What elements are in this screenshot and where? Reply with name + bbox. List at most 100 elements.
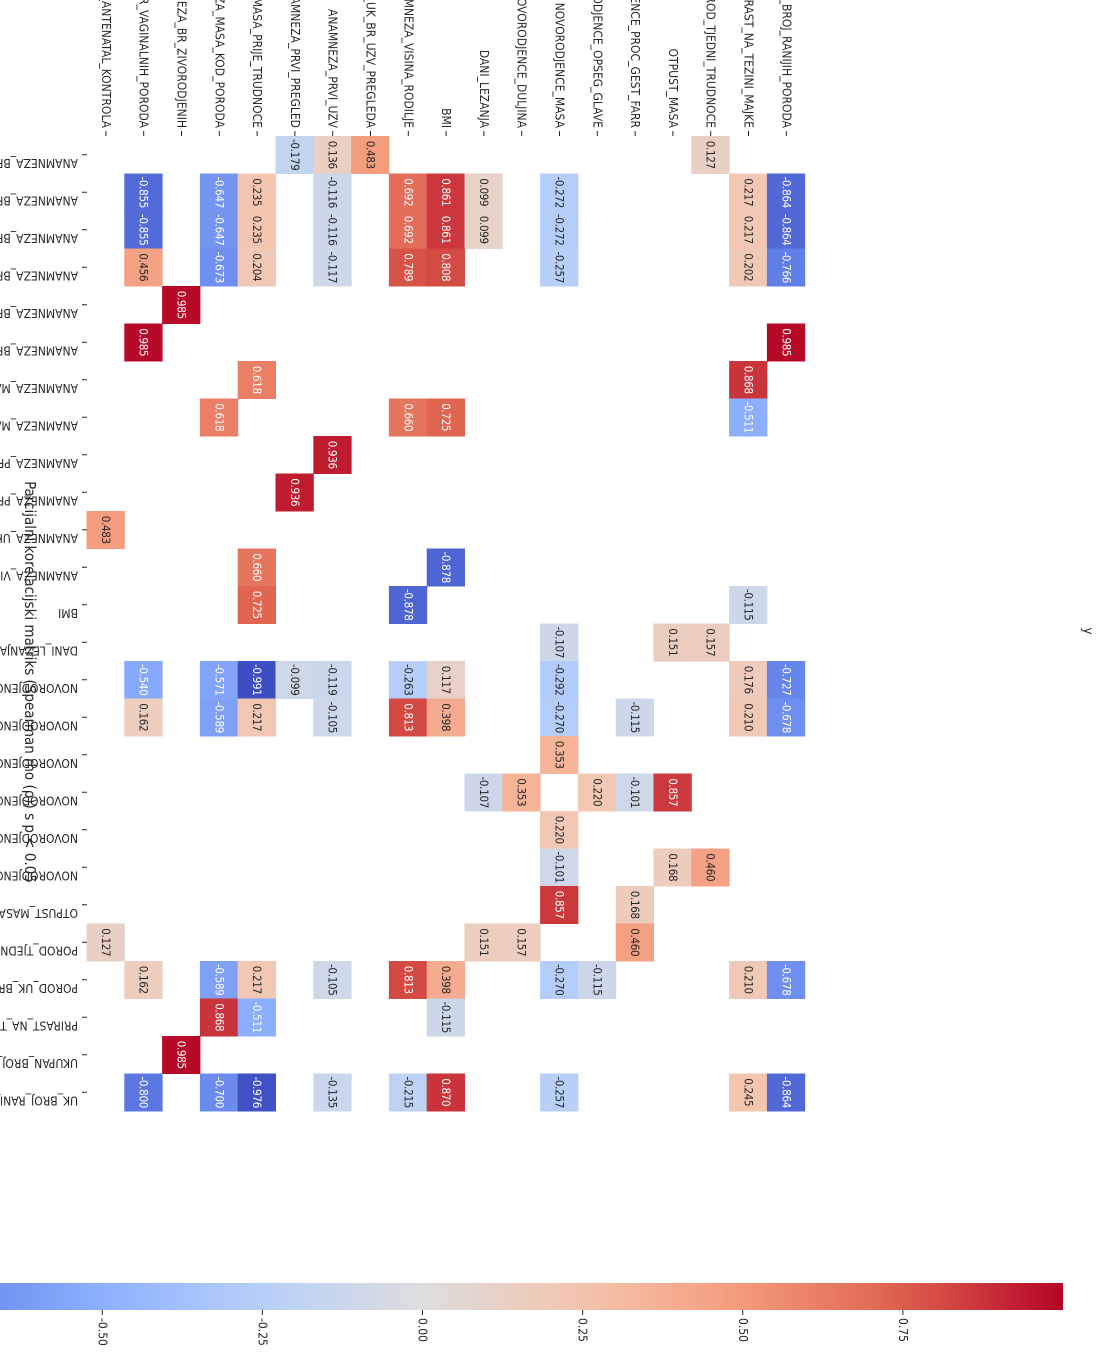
heatmap-cell: [464, 773, 503, 812]
heatmap-cell: [426, 211, 465, 249]
heatmap-cell: [691, 136, 730, 174]
y-tick-label: ANAMNEZA_MASA_PRIJE_TRUDNOCE: [250, 0, 264, 128]
cell-label: -0.727: [779, 664, 793, 696]
cell-label: 0.353: [553, 741, 567, 769]
heatmap-cell: [388, 248, 428, 287]
heatmap-cell: [199, 998, 239, 1037]
y-tick-label: ANAMNEZA_BR_ANTENATAL_KONTROLA: [99, 0, 113, 129]
heatmap-cell: [464, 173, 503, 212]
heatmap-cell: [237, 248, 276, 287]
y-tick-label: OTPUST_MASA: [666, 48, 680, 128]
heatmap-cell: [691, 848, 730, 887]
y-tick-label: ANAMNEZA_MASA_KOD_PORODA: [212, 0, 226, 129]
cell-label: 0.985: [175, 291, 189, 319]
x-tick-label: ANAMNEZA_MASA_PRIJE_TRUDNOCE: [0, 418, 78, 432]
x-tick-label: NOVORODJENCE_DULJINA: [0, 756, 78, 770]
cell-label: 0.099: [477, 216, 491, 244]
x-tick-label: ANAMNEZA_BR_ZIVORODJENIH: [0, 343, 78, 357]
heatmap-cell: [540, 623, 579, 662]
cell-label: 0.936: [326, 441, 340, 469]
heatmap-cell: [162, 286, 201, 324]
heatmap-cell: [237, 961, 276, 999]
heatmap-cell: [766, 248, 806, 287]
heatmap-cell: [766, 661, 806, 699]
cell-label: -0.678: [779, 701, 793, 733]
heatmap-cell: [275, 473, 314, 512]
heatmap-cell: [199, 211, 239, 249]
cell-label: -0.540: [137, 664, 151, 696]
cell-label: -0.864: [779, 1076, 793, 1108]
heatmap-cell: [502, 923, 541, 962]
cell-label: -0.878: [401, 589, 415, 621]
y-tick-label: UKUPAN_BROJ_RANIJIH_PORODA: [779, 0, 793, 129]
heatmap-cell: [502, 773, 541, 812]
heatmap-cell: [653, 848, 692, 887]
cell-label: -0.511: [250, 1001, 264, 1033]
cell-label: 0.398: [439, 703, 453, 731]
heatmap-cell: [464, 211, 503, 249]
y-tick-labels: ANAMNEZA_BR_ANTENATAL_KONTROLA ANAMNEZA_B…: [99, 0, 793, 136]
heatmap-cell: [426, 248, 465, 287]
heatmap-cell: [124, 323, 163, 362]
heatmap-cell: [426, 1073, 465, 1112]
heatmap-cell: [275, 661, 314, 699]
cell-label: 0.136: [326, 141, 340, 169]
heatmap-cell: [313, 248, 352, 287]
y-tick-label: ANAMNEZA_VISINA_RODILJE: [401, 0, 415, 128]
y-tick-label: NOVORODJENCE_OPSEG_GLAVE: [590, 0, 604, 128]
heatmap-cell: [540, 698, 579, 737]
heatmap-cell: [124, 173, 163, 212]
heatmap-cell: [729, 586, 768, 624]
cell-label: -0.107: [553, 626, 567, 658]
cell-label: 0.985: [779, 328, 793, 356]
heatmap-cell: [237, 1073, 276, 1112]
cell-label: 0.460: [628, 928, 642, 956]
colorbar-tick-label: 0.00: [416, 1318, 430, 1342]
cell-label: 0.217: [742, 216, 756, 244]
heatmap-cell: [313, 136, 352, 174]
cell-label: 0.861: [439, 216, 453, 244]
heatmap-cell: [540, 248, 579, 287]
cell-label: -0.864: [779, 176, 793, 208]
heatmap-cell: [766, 323, 806, 362]
heatmap-cell: [615, 698, 654, 737]
y-tick-label: ANAMNEZA_PRVI_UZV: [326, 9, 340, 129]
cell-label: 0.202: [742, 253, 756, 281]
cell-label: 0.456: [137, 253, 151, 281]
cell-label: 0.235: [250, 178, 264, 206]
cell-label: 0.725: [250, 591, 264, 619]
heatmap-cell: [766, 698, 806, 737]
heatmap-cell: [540, 736, 579, 774]
cell-label: 0.808: [439, 253, 453, 281]
heatmap-cell: [237, 173, 276, 212]
heatmap-cell: [729, 248, 768, 287]
cell-label: -0.115: [628, 701, 642, 733]
heatmap-cell: [766, 211, 806, 249]
heatmap-cell: [426, 548, 465, 587]
heatmap-cell: [540, 211, 579, 249]
colorbar-gradient: [0, 1283, 1063, 1310]
heatmap-cell: [313, 698, 352, 737]
y-tick-label: ANAMNEZA_UK_BR_UZV_PREGLEDA: [364, 0, 378, 129]
x-tick-label: ANAMNEZA_BR_PORODA_CARSKIM_REZ: [0, 268, 78, 282]
heatmap-cell: [237, 661, 276, 699]
heatmap-cell: [388, 211, 428, 249]
x-tick-label: BMI: [58, 606, 78, 620]
cell-label: -0.589: [212, 964, 226, 996]
heatmap-cell: [464, 923, 503, 962]
cell-label: 0.460: [704, 853, 718, 881]
cell-label: 0.725: [439, 403, 453, 431]
heatmap-cell: [237, 998, 276, 1037]
heatmap-cell: [237, 586, 276, 624]
heatmap-cell: [540, 886, 579, 924]
heatmap-cell: [729, 361, 768, 399]
heatmap-cell: [199, 1073, 239, 1112]
cell-label: 0.868: [212, 1003, 226, 1031]
heatmap-cell: [577, 961, 617, 999]
cell-label: -0.272: [553, 214, 567, 246]
cell-label: 0.398: [439, 966, 453, 994]
heatmap-cell: [540, 1073, 579, 1112]
cell-label: 0.168: [628, 891, 642, 919]
heatmap-cell: [388, 961, 428, 999]
